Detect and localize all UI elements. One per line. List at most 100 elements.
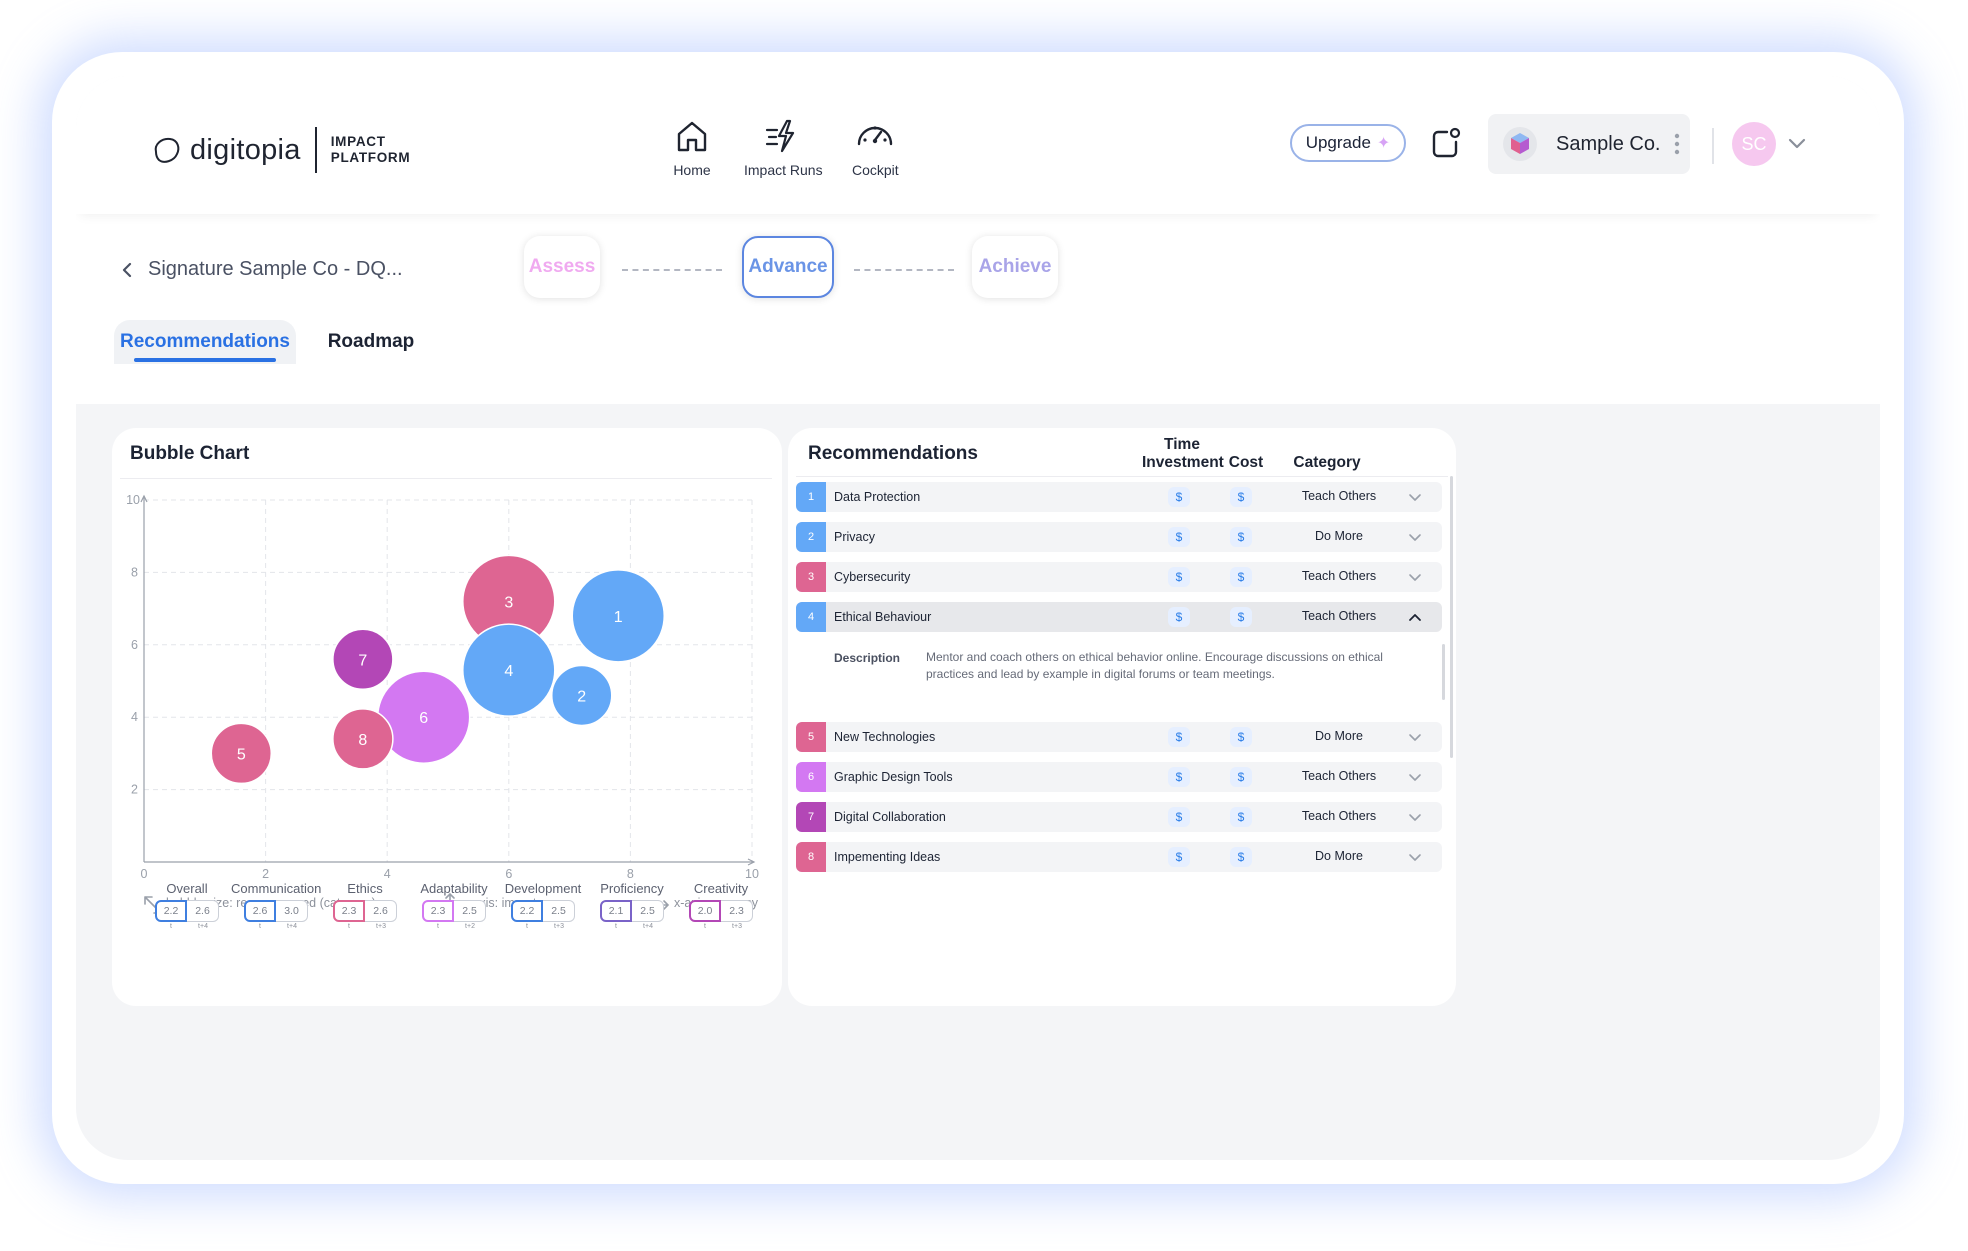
step-advance[interactable]: Advance <box>742 236 834 298</box>
logo-text: digitopia <box>190 133 301 166</box>
category-label: Teach Others <box>1301 609 1377 623</box>
x-tick-label: 8 <box>627 867 634 881</box>
column-header-time: Time Investment <box>1142 436 1224 472</box>
metric-values: 2.2 2.5 <box>498 900 588 922</box>
metric-periods: t t+4 <box>142 923 232 930</box>
metric-current-value: 2.1 <box>600 900 632 922</box>
time-investment-badge: $ <box>1168 727 1190 747</box>
metric-values: 2.3 2.6 <box>320 900 410 922</box>
avatar[interactable]: SC <box>1732 122 1776 166</box>
detail-scrollbar[interactable] <box>1442 644 1445 700</box>
metric-communication: Communication 2.6 3.0 t t+4 <box>231 881 321 930</box>
bubble-label: 6 <box>419 710 428 727</box>
logo-subtitle-line2: PLATFORM <box>330 150 411 165</box>
metric-proficiency: Proficiency 2.1 2.5 t t+4 <box>587 881 677 930</box>
time-investment-badge: $ <box>1168 487 1190 507</box>
metric-values: 2.3 2.5 <box>409 900 499 922</box>
logo-subtitle-line1: IMPACT <box>330 134 386 149</box>
metric-values: 2.1 2.5 <box>587 900 677 922</box>
recommendation-row[interactable]: 5 New Technologies $ $ Do More <box>796 722 1442 752</box>
upgrade-button[interactable]: Upgrade ✦ <box>1290 124 1406 162</box>
metric-periods: t t+3 <box>676 923 766 930</box>
nav-impact-runs-label: Impact Runs <box>744 162 823 178</box>
metric-periods: t t+3 <box>320 923 410 930</box>
metric-current-value: 2.2 <box>511 900 543 922</box>
back-link[interactable]: Signature Sample Co - DQ... <box>120 258 403 281</box>
chevron-down-icon[interactable] <box>1408 731 1422 743</box>
chevron-left-icon <box>122 262 132 277</box>
chevron-up-icon[interactable] <box>1408 611 1422 623</box>
time-investment-badge: $ <box>1168 527 1190 547</box>
logo-divider <box>314 127 317 173</box>
nav-impact-runs[interactable]: Impact Runs <box>744 116 823 178</box>
breadcrumb-title: Signature Sample Co - DQ... <box>148 258 403 280</box>
metric-period-current: t <box>348 923 350 930</box>
category-label: Teach Others <box>1301 769 1377 783</box>
chevron-down-icon[interactable] <box>1408 571 1422 583</box>
time-investment-badge: $ <box>1168 767 1190 787</box>
recommendation-name: Digital Collaboration <box>834 810 946 824</box>
recommendation-name: Impementing Ideas <box>834 850 941 864</box>
metric-values: 2.2 2.6 <box>142 900 232 922</box>
chevron-down-icon[interactable] <box>1408 531 1422 543</box>
recommendation-row[interactable]: 1 Data Protection $ $ Teach Others <box>796 482 1442 512</box>
x-tick-label: 6 <box>505 867 512 881</box>
tab-roadmap[interactable]: Roadmap <box>327 331 415 352</box>
time-investment-badge: $ <box>1168 807 1190 827</box>
recommendations-title: Recommendations <box>808 443 978 464</box>
bubble-2 <box>551 664 613 727</box>
step-assess[interactable]: Assess <box>524 236 600 298</box>
x-tick-label: 2 <box>262 867 269 881</box>
x-tick-label: 0 <box>141 867 148 881</box>
recommendation-number: 6 <box>796 762 826 792</box>
notification-icon[interactable] <box>1428 126 1462 160</box>
nav-cockpit[interactable]: Cockpit <box>852 116 899 178</box>
bubble-8 <box>332 708 394 770</box>
logo-mark-icon <box>154 137 180 163</box>
y-tick-label: 4 <box>131 710 138 724</box>
recommendation-row[interactable]: 4 Ethical Behaviour $ $ Teach Others <box>796 602 1442 632</box>
recommendation-row[interactable]: 3 Cybersecurity $ $ Teach Others <box>796 562 1442 592</box>
tab-recommendations[interactable]: Recommendations <box>114 320 296 364</box>
cost-badge: $ <box>1230 607 1252 627</box>
metric-target-value: 3.0 <box>276 900 308 922</box>
metric-period-target: t+4 <box>643 923 653 930</box>
company-name: Sample Co. <box>1556 132 1661 155</box>
recommendation-name: Graphic Design Tools <box>834 770 953 784</box>
bubble-label: 2 <box>577 688 586 705</box>
metric-current-value: 2.6 <box>244 900 276 922</box>
bubble-label: 3 <box>504 594 513 611</box>
chevron-down-icon[interactable] <box>1408 811 1422 823</box>
bubble-label: 5 <box>237 746 246 763</box>
metric-development: Development 2.2 2.5 t t+3 <box>498 881 588 930</box>
header-divider <box>1712 128 1714 164</box>
chevron-down-icon[interactable] <box>1408 851 1422 863</box>
recommendation-row[interactable]: 2 Privacy $ $ Do More <box>796 522 1442 552</box>
recommendation-row[interactable]: 8 Impementing Ideas $ $ Do More <box>796 842 1442 872</box>
metric-adaptability: Adaptability 2.3 2.5 t t+2 <box>409 881 499 930</box>
metric-periods: t t+3 <box>498 923 588 930</box>
logo[interactable]: digitopia IMPACT PLATFORM <box>150 122 410 178</box>
recommendation-name: Privacy <box>834 530 875 544</box>
lightning-icon <box>766 119 795 153</box>
company-switcher[interactable]: Sample Co. <box>1488 114 1690 174</box>
chevron-down-icon[interactable] <box>1408 491 1422 503</box>
metric-period-current: t <box>526 923 528 930</box>
metric-periods: t t+4 <box>587 923 677 930</box>
recommendation-number: 2 <box>796 522 826 552</box>
recommendation-row[interactable]: 7 Digital Collaboration $ $ Teach Others <box>796 802 1442 832</box>
step-achieve[interactable]: Achieve <box>972 236 1058 298</box>
nav-home[interactable]: Home <box>672 116 712 178</box>
more-options-icon[interactable] <box>1674 132 1680 156</box>
chevron-down-icon[interactable] <box>1786 132 1808 154</box>
chevron-down-icon[interactable] <box>1408 771 1422 783</box>
bubble-label: 7 <box>358 652 367 669</box>
scrollbar[interactable] <box>1450 476 1453 758</box>
nav-home-label: Home <box>673 162 711 178</box>
recommendation-row[interactable]: 6 Graphic Design Tools $ $ Teach Others <box>796 762 1442 792</box>
category-label: Do More <box>1315 849 1363 863</box>
nav-cockpit-label: Cockpit <box>852 162 899 178</box>
metric-target-value: 2.5 <box>454 900 486 922</box>
metric-label: Development <box>504 881 582 896</box>
metric-label: Proficiency <box>600 881 664 896</box>
